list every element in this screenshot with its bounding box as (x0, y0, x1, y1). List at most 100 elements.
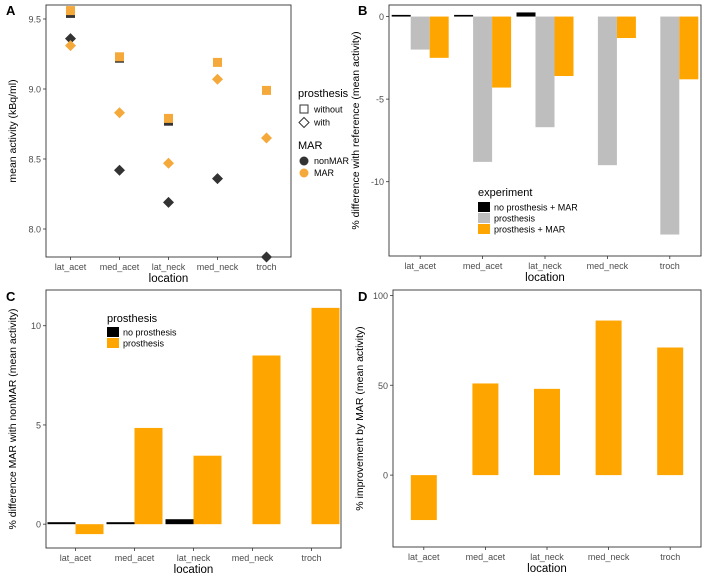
x-tick-label: lat_acet (404, 261, 436, 271)
x-tick-label: troch (660, 552, 680, 562)
x-tick-label: lat_acet (55, 262, 87, 272)
legend-key (478, 224, 490, 234)
x-tick-label: med_acet (463, 261, 503, 271)
x-axis-title: location (527, 563, 567, 575)
y-tick-label: 5 (36, 420, 41, 430)
x-tick-label: lat_neck (528, 261, 562, 271)
bar (534, 388, 560, 476)
legend-key (478, 202, 490, 212)
bar (657, 347, 684, 476)
x-tick-label: lat_neck (177, 553, 211, 563)
bar (47, 522, 76, 525)
point-diamond (261, 132, 272, 144)
x-axis-title: location (525, 272, 565, 284)
panel-C: C 0 5 10 lat_acet med_acet lat_neck med_neck tro… (6, 289, 342, 576)
bar (106, 522, 135, 525)
x-tick-label: lat_neck (152, 262, 186, 272)
legend-label: with (313, 118, 330, 128)
plot-frame (45, 4, 292, 258)
legend-label: no prosthesis (123, 328, 177, 338)
point-diamond (212, 173, 223, 185)
y-tick-label: 8.0 (28, 225, 41, 235)
point-square (115, 52, 124, 62)
point-square (66, 6, 75, 16)
point-diamond (65, 33, 76, 45)
point-diamond (163, 157, 174, 169)
bar (410, 16, 430, 50)
x-tick-label: med_neck (197, 262, 239, 272)
y-axis-title: mean activity (kBq/ml) (7, 79, 19, 182)
x-tick-label: lat_neck (530, 552, 564, 562)
x-tick-label: troch (301, 553, 321, 563)
x-tick-label: med_acet (115, 553, 155, 563)
y-tick-label: 8.5 (28, 155, 41, 165)
point-diamond (114, 164, 125, 176)
y-axis-title: % difference MAR with nonMAR (mean activ… (7, 309, 19, 530)
legend-key (299, 104, 309, 114)
bar (679, 16, 699, 80)
legend-key (299, 156, 309, 166)
y-tick-label: 9.0 (28, 85, 41, 95)
point-square (213, 57, 222, 67)
bar (410, 475, 437, 521)
bar (597, 16, 617, 166)
legend-key (107, 338, 119, 348)
x-tick-label: med_acet (100, 262, 140, 272)
legend-title: experiment (478, 187, 532, 199)
x-tick-label: med_acet (466, 552, 506, 562)
x-tick-label: lat_acet (60, 553, 92, 563)
point-square (164, 113, 173, 123)
bar (516, 12, 536, 17)
point-square (262, 85, 271, 95)
legend-a: prosthesis without with MAR nonMAR MAR (298, 88, 350, 178)
legend-key (107, 327, 119, 337)
bar (472, 383, 499, 476)
y-tick-label: -10 (371, 177, 384, 187)
legend-label: without (313, 105, 343, 115)
x-tick-label: med_neck (232, 553, 274, 563)
legend-key (298, 116, 310, 129)
bar (473, 16, 493, 162)
panel-A: A 8.0 8.5 9.0 9.5 lat_acet med_acet lat_neck med… (6, 3, 292, 285)
y-tick-label: 100 (373, 291, 388, 301)
panel-B: B 0 -5 -10 lat_acet med_acet lat_neck med_neck t… (350, 3, 702, 284)
bar (616, 16, 636, 39)
x-tick-label: med_neck (588, 552, 630, 562)
legend-key (299, 168, 309, 178)
y-axis-title: % difference with reference (mean activi… (350, 31, 362, 229)
bar (595, 320, 622, 476)
legend-label: MAR (314, 168, 335, 178)
x-tick-label: troch (660, 261, 680, 271)
y-tick-label: 0 (383, 471, 388, 481)
y-tick-label: -5 (376, 95, 384, 105)
panel-label: B (358, 3, 367, 18)
bar (193, 455, 222, 525)
bar (492, 16, 512, 88)
panel-D: D 0 50 100 lat_acet med_acet lat_neck med_neck t… (354, 289, 702, 575)
y-tick-label: 50 (378, 381, 388, 391)
point-diamond (114, 107, 125, 119)
bar (165, 519, 194, 525)
legend-title: prosthesis (107, 313, 158, 325)
legend-key (478, 213, 490, 223)
legend-b: experiment no prosthesis + MARprosthesisp… (478, 187, 578, 235)
bar (391, 14, 411, 17)
panel-label: A (6, 3, 16, 18)
point-diamond (212, 73, 223, 85)
legend-label: prosthesis + MAR (494, 225, 566, 235)
bar (75, 524, 104, 535)
bar (252, 355, 281, 525)
y-tick-label: 0 (379, 12, 384, 22)
panel-label: D (358, 289, 367, 304)
bar (134, 427, 163, 525)
legend-label: nonMAR (314, 156, 350, 166)
y-tick-label: 0 (36, 520, 41, 530)
y-tick-label: 9.5 (28, 15, 41, 25)
bar (554, 16, 574, 77)
legend-title: prosthesis (298, 88, 349, 100)
x-tick-label: lat_acet (408, 552, 440, 562)
point-diamond (261, 251, 272, 263)
legend-label: prosthesis (123, 339, 165, 349)
y-axis-title: % improvement by MAR (mean activity) (354, 326, 366, 510)
